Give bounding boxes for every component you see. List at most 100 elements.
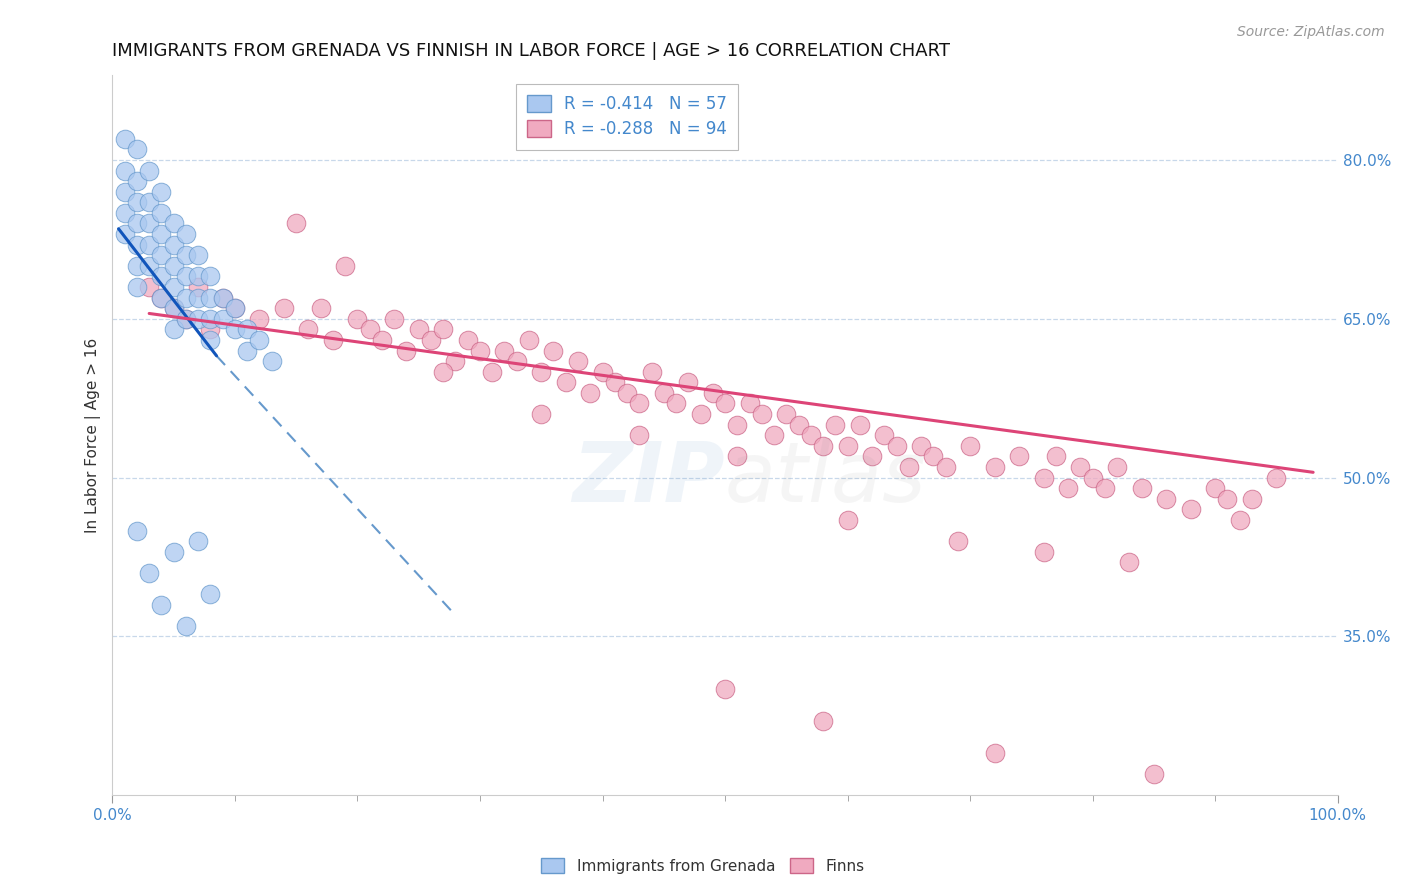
Point	[506, 354, 529, 368]
Point	[494, 343, 516, 358]
Point	[946, 534, 969, 549]
Point	[1057, 481, 1080, 495]
Point	[150, 227, 173, 241]
Point	[163, 259, 186, 273]
Point	[628, 428, 651, 442]
Point	[689, 407, 711, 421]
Point	[1118, 555, 1140, 569]
Point	[1069, 460, 1091, 475]
Point	[554, 376, 576, 390]
Point	[652, 385, 675, 400]
Point	[125, 524, 148, 538]
Point	[1107, 460, 1129, 475]
Point	[444, 354, 467, 368]
Point	[579, 385, 602, 400]
Point	[236, 343, 259, 358]
Point	[886, 439, 908, 453]
Point	[763, 428, 786, 442]
Point	[150, 269, 173, 284]
Point	[860, 450, 883, 464]
Point	[163, 545, 186, 559]
Point	[114, 206, 136, 220]
Point	[910, 439, 932, 453]
Point	[1008, 450, 1031, 464]
Point	[187, 248, 209, 262]
Point	[187, 534, 209, 549]
Point	[1130, 481, 1153, 495]
Point	[125, 195, 148, 210]
Point	[125, 142, 148, 156]
Point	[150, 598, 173, 612]
Point	[174, 227, 197, 241]
Point	[517, 333, 540, 347]
Point	[824, 417, 846, 432]
Point	[125, 280, 148, 294]
Point	[738, 396, 761, 410]
Point	[174, 311, 197, 326]
Point	[800, 428, 823, 442]
Text: IMMIGRANTS FROM GRENADA VS FINNISH IN LABOR FORCE | AGE > 16 CORRELATION CHART: IMMIGRANTS FROM GRENADA VS FINNISH IN LA…	[112, 42, 950, 60]
Point	[616, 385, 638, 400]
Point	[187, 291, 209, 305]
Point	[983, 746, 1005, 760]
Point	[1229, 513, 1251, 527]
Point	[174, 248, 197, 262]
Point	[211, 291, 233, 305]
Point	[1032, 545, 1054, 559]
Point	[138, 280, 160, 294]
Point	[285, 217, 308, 231]
Text: ZIP: ZIP	[572, 438, 725, 519]
Point	[114, 227, 136, 241]
Point	[249, 311, 271, 326]
Point	[922, 450, 945, 464]
Legend: R = -0.414   N = 57, R = -0.288   N = 94: R = -0.414 N = 57, R = -0.288 N = 94	[516, 84, 738, 150]
Point	[125, 174, 148, 188]
Point	[1204, 481, 1226, 495]
Legend: Immigrants from Grenada, Finns: Immigrants from Grenada, Finns	[536, 852, 870, 880]
Point	[678, 376, 700, 390]
Point	[260, 354, 283, 368]
Point	[873, 428, 896, 442]
Point	[725, 417, 748, 432]
Point	[322, 333, 344, 347]
Point	[125, 259, 148, 273]
Point	[163, 217, 186, 231]
Point	[628, 396, 651, 410]
Point	[837, 513, 859, 527]
Point	[200, 333, 222, 347]
Y-axis label: In Labor Force | Age > 16: In Labor Force | Age > 16	[86, 337, 101, 533]
Point	[714, 396, 737, 410]
Point	[125, 217, 148, 231]
Point	[297, 322, 319, 336]
Point	[1045, 450, 1067, 464]
Point	[481, 365, 503, 379]
Point	[138, 566, 160, 580]
Point	[751, 407, 773, 421]
Point	[150, 185, 173, 199]
Point	[811, 714, 834, 728]
Point	[138, 217, 160, 231]
Point	[187, 311, 209, 326]
Point	[371, 333, 394, 347]
Point	[211, 311, 233, 326]
Point	[114, 163, 136, 178]
Point	[200, 291, 222, 305]
Point	[309, 301, 332, 315]
Point	[1180, 502, 1202, 516]
Point	[125, 237, 148, 252]
Point	[432, 365, 454, 379]
Text: Source: ZipAtlas.com: Source: ZipAtlas.com	[1237, 25, 1385, 39]
Point	[200, 587, 222, 601]
Point	[1032, 470, 1054, 484]
Point	[200, 311, 222, 326]
Point	[811, 439, 834, 453]
Point	[530, 407, 553, 421]
Point	[163, 322, 186, 336]
Point	[408, 322, 430, 336]
Point	[787, 417, 810, 432]
Point	[249, 333, 271, 347]
Point	[530, 365, 553, 379]
Point	[174, 269, 197, 284]
Point	[150, 248, 173, 262]
Point	[346, 311, 368, 326]
